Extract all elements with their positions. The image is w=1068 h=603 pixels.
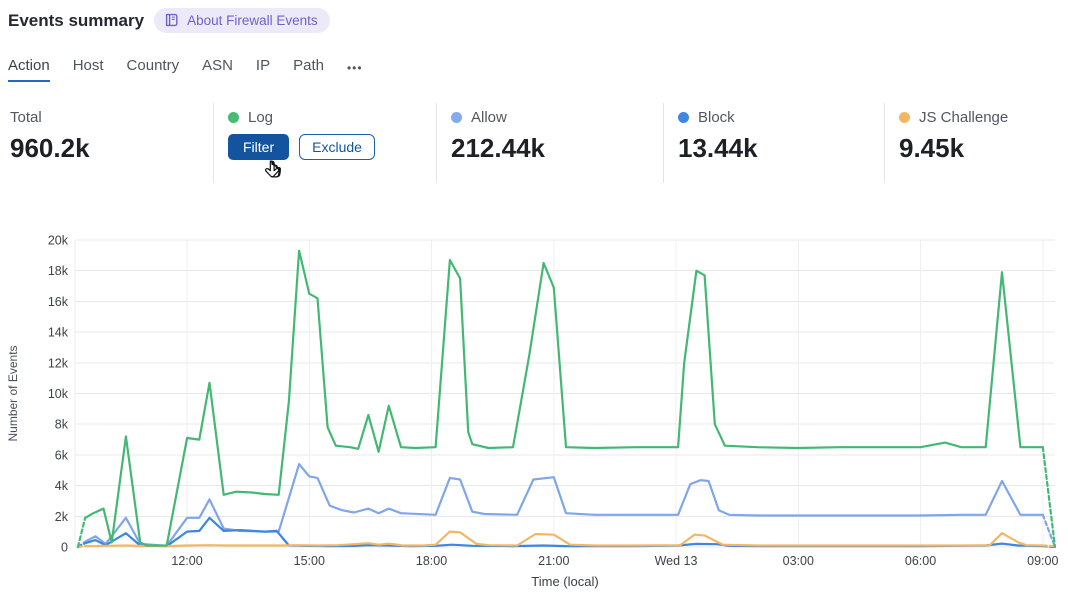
- stat-block: Block 13.44k: [663, 103, 884, 183]
- log-label: Log: [248, 109, 274, 126]
- y-tick-label: 20k: [48, 234, 69, 248]
- tab-asn[interactable]: ASN: [202, 57, 233, 74]
- about-badge-label: About Firewall Events: [187, 12, 318, 28]
- block-value: 13.44k: [678, 133, 758, 163]
- events-chart[interactable]: 0 2k 4k 6k 8k 10k 12k 14k 16k 18k 20k 12:00 15:00 18:…: [0, 225, 1068, 598]
- book-icon: [165, 13, 178, 27]
- stats-row: Total 960.2k Log Filter Exclude Allow 21…: [0, 103, 1068, 183]
- y-tick-label: 10k: [48, 387, 69, 401]
- series-js-challenge-dashed-end: [1041, 544, 1057, 548]
- x-tick-label: 18:00: [416, 554, 447, 568]
- series-log-dashed-end: [1041, 446, 1057, 549]
- total-value: 960.2k: [10, 133, 90, 163]
- y-tick-label: 2k: [55, 510, 69, 524]
- x-tick-label: 15:00: [294, 554, 325, 568]
- stat-total: Total 960.2k: [0, 103, 213, 183]
- block-label: Block: [698, 109, 735, 126]
- x-tick-label: 03:00: [783, 554, 814, 568]
- x-tick-label: Wed 13: [655, 554, 698, 568]
- y-tick-label: 16k: [48, 295, 69, 309]
- y-tick-label: 14k: [48, 326, 69, 340]
- tabs-more-button[interactable]: •••: [346, 60, 363, 75]
- series-js-challenge-line: [84, 530, 1044, 548]
- series-allow-line: [84, 463, 1044, 547]
- tab-ip[interactable]: IP: [255, 57, 271, 74]
- y-tick-label: 12k: [48, 356, 69, 370]
- y-tick-label: 8k: [55, 418, 69, 432]
- y-tick-label: 6k: [55, 448, 69, 462]
- block-legend-dot: [678, 112, 689, 123]
- tab-bar: Action Host Country ASN IP Path •••: [8, 57, 363, 82]
- stat-allow: Allow 212.44k: [436, 103, 663, 183]
- allow-label: Allow: [471, 109, 507, 126]
- events-chart-container: 0 2k 4k 6k 8k 10k 12k 14k 16k 18k 20k 12:00 15:00 18:…: [0, 225, 1068, 598]
- tab-host[interactable]: Host: [72, 57, 104, 74]
- tab-action[interactable]: Action: [8, 57, 50, 82]
- x-tick-label: 21:00: [538, 554, 569, 568]
- x-tick-label: 09:00: [1027, 554, 1058, 568]
- js-challenge-label: JS Challenge: [919, 109, 1009, 126]
- header: Events summary About Firewall Events: [8, 8, 330, 33]
- stat-log: Log Filter Exclude: [213, 103, 436, 183]
- log-legend-dot: [228, 112, 239, 123]
- allow-value: 212.44k: [451, 133, 545, 163]
- tab-path[interactable]: Path: [293, 57, 324, 74]
- page-title: Events summary: [8, 10, 145, 30]
- x-axis-title: Time (local): [531, 574, 598, 589]
- y-tick-label: 18k: [48, 264, 69, 278]
- total-label: Total: [10, 109, 42, 126]
- js-challenge-legend-dot: [899, 112, 910, 123]
- js-challenge-value: 9.45k: [899, 133, 965, 163]
- y-tick-label: 4k: [55, 479, 69, 493]
- stat-js-challenge: JS Challenge 9.45k: [884, 103, 1068, 183]
- y-tick-label: 0: [61, 541, 68, 555]
- x-tick-label: 12:00: [171, 554, 202, 568]
- allow-legend-dot: [451, 112, 462, 123]
- about-firewall-events-badge[interactable]: About Firewall Events: [154, 8, 330, 33]
- series-allow-dashed-end: [1041, 513, 1057, 549]
- series-js-challenge-dashed-start: [76, 545, 87, 549]
- filter-button[interactable]: Filter: [228, 134, 290, 160]
- exclude-button[interactable]: Exclude: [299, 134, 375, 160]
- x-tick-label: 06:00: [905, 554, 936, 568]
- y-axis-title: Number of Events: [6, 345, 20, 441]
- series-log-dashed-start: [76, 516, 87, 549]
- tab-country[interactable]: Country: [126, 57, 180, 74]
- series-log-line: [84, 249, 1044, 547]
